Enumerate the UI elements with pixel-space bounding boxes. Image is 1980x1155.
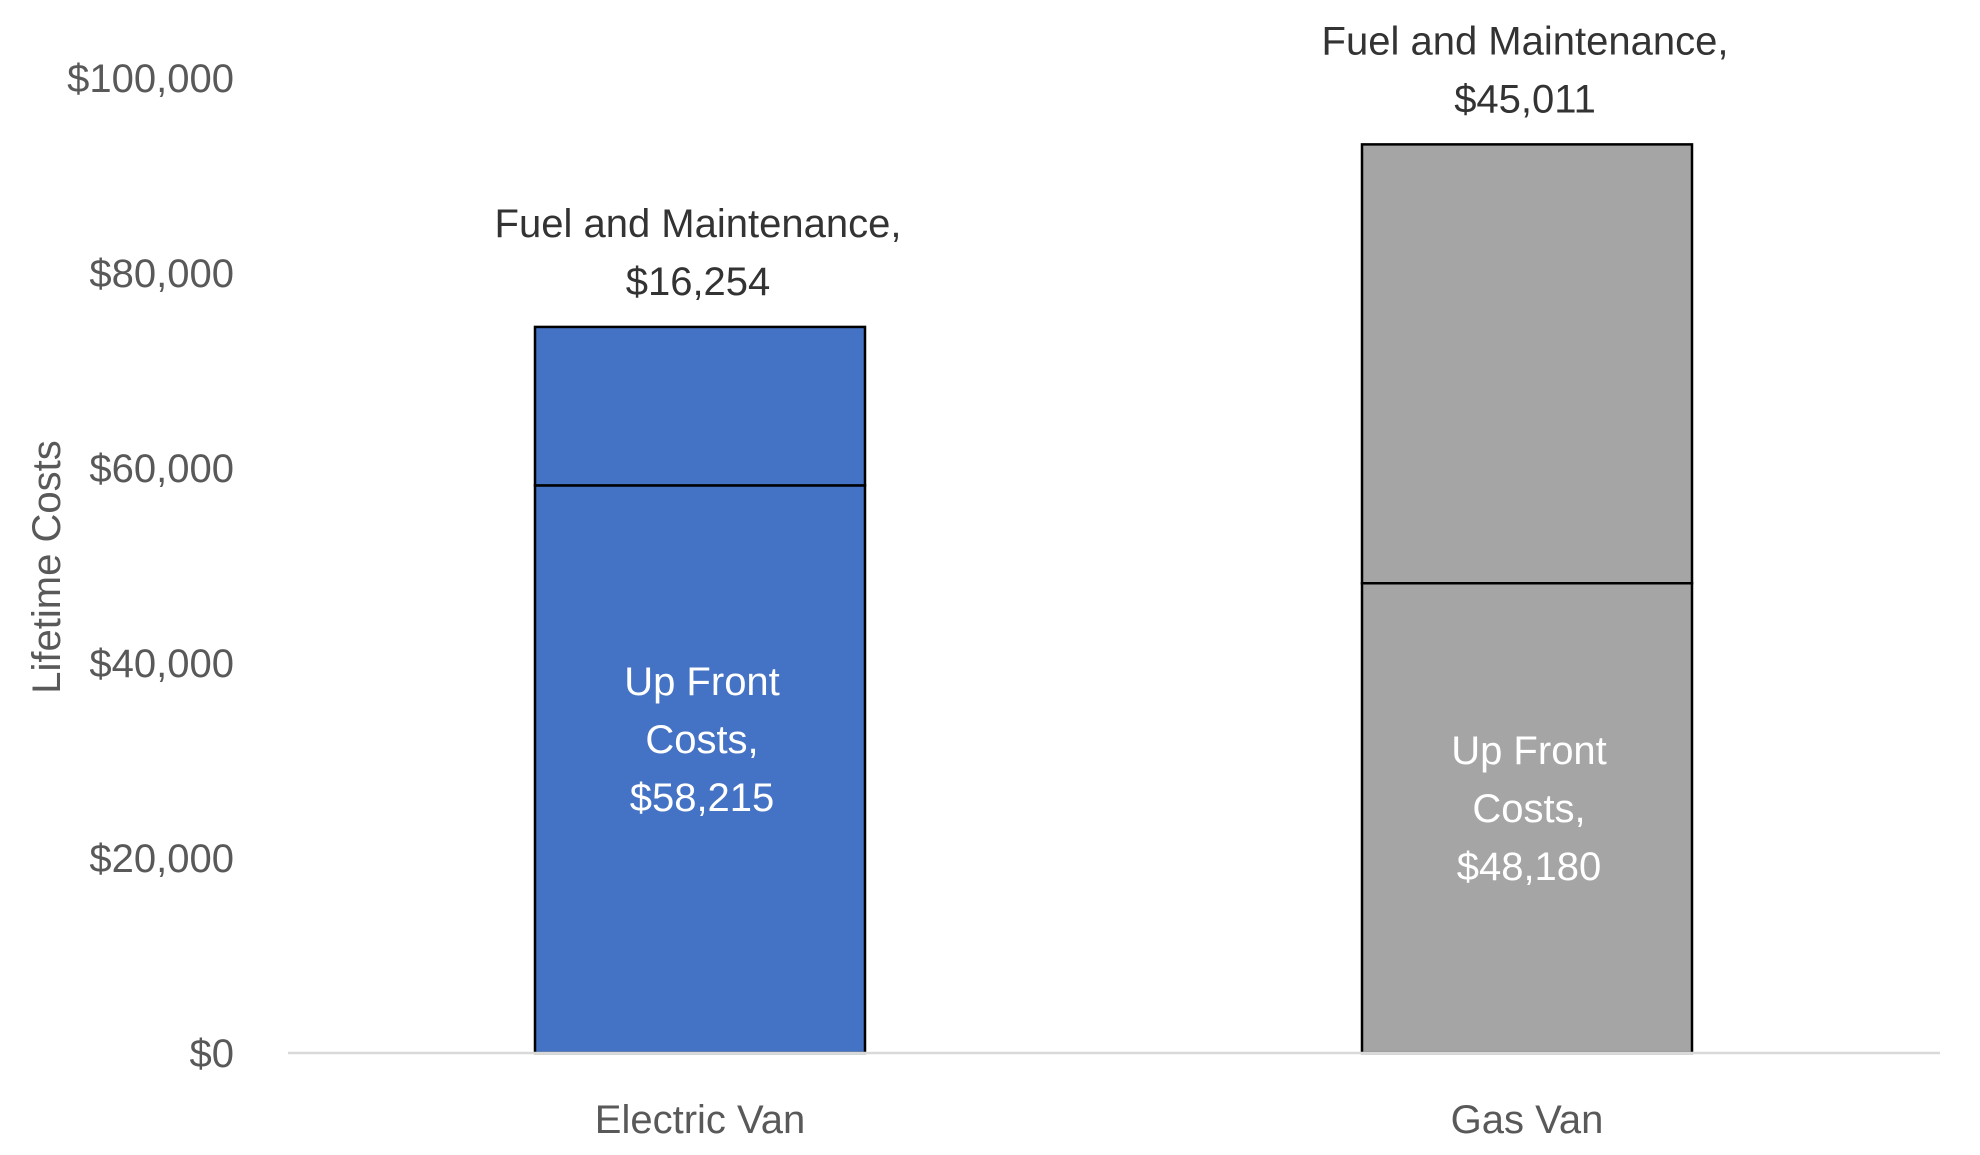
bar-label-name: Up Front xyxy=(624,660,780,704)
y-tick-label: $40,000 xyxy=(89,642,234,686)
data-labels: Up Front Costs, $58,215 Fuel and Maintenanc… xyxy=(495,19,1729,889)
y-tick-label: $60,000 xyxy=(89,447,234,491)
bar-value-label: $48,180 xyxy=(1457,845,1602,889)
bar-label-name: Up Front xyxy=(1451,729,1607,773)
y-axis-ticks: $0 $20,000 $40,000 $60,000 $80,000 $100,000 xyxy=(67,57,234,1076)
bar-value-label: $16,254 xyxy=(626,260,771,304)
bar-label-name: Costs, xyxy=(1472,787,1585,831)
bar-value-label: $58,215 xyxy=(630,776,775,820)
bar-segment xyxy=(533,484,867,1055)
bar-label-name: Fuel and Maintenance, xyxy=(1322,19,1729,63)
bar-segment xyxy=(533,325,867,487)
y-axis-title: Lifetime Costs xyxy=(25,440,69,693)
y-tick-label: $80,000 xyxy=(89,252,234,296)
bar-label-name: Fuel and Maintenance, xyxy=(495,202,902,246)
bar-segment xyxy=(1360,143,1694,585)
y-tick-label: $0 xyxy=(190,1032,235,1076)
bar-value-label: $45,011 xyxy=(1454,77,1596,121)
y-tick-label: $100,000 xyxy=(67,57,234,101)
bar-label-name: Costs, xyxy=(645,718,758,762)
category-labels: Electric Van Gas Van xyxy=(595,1098,1604,1142)
x-category-label: Electric Van xyxy=(595,1098,805,1142)
y-tick-label: $20,000 xyxy=(89,837,234,881)
bars xyxy=(533,143,1694,1055)
x-category-label: Gas Van xyxy=(1451,1098,1604,1142)
